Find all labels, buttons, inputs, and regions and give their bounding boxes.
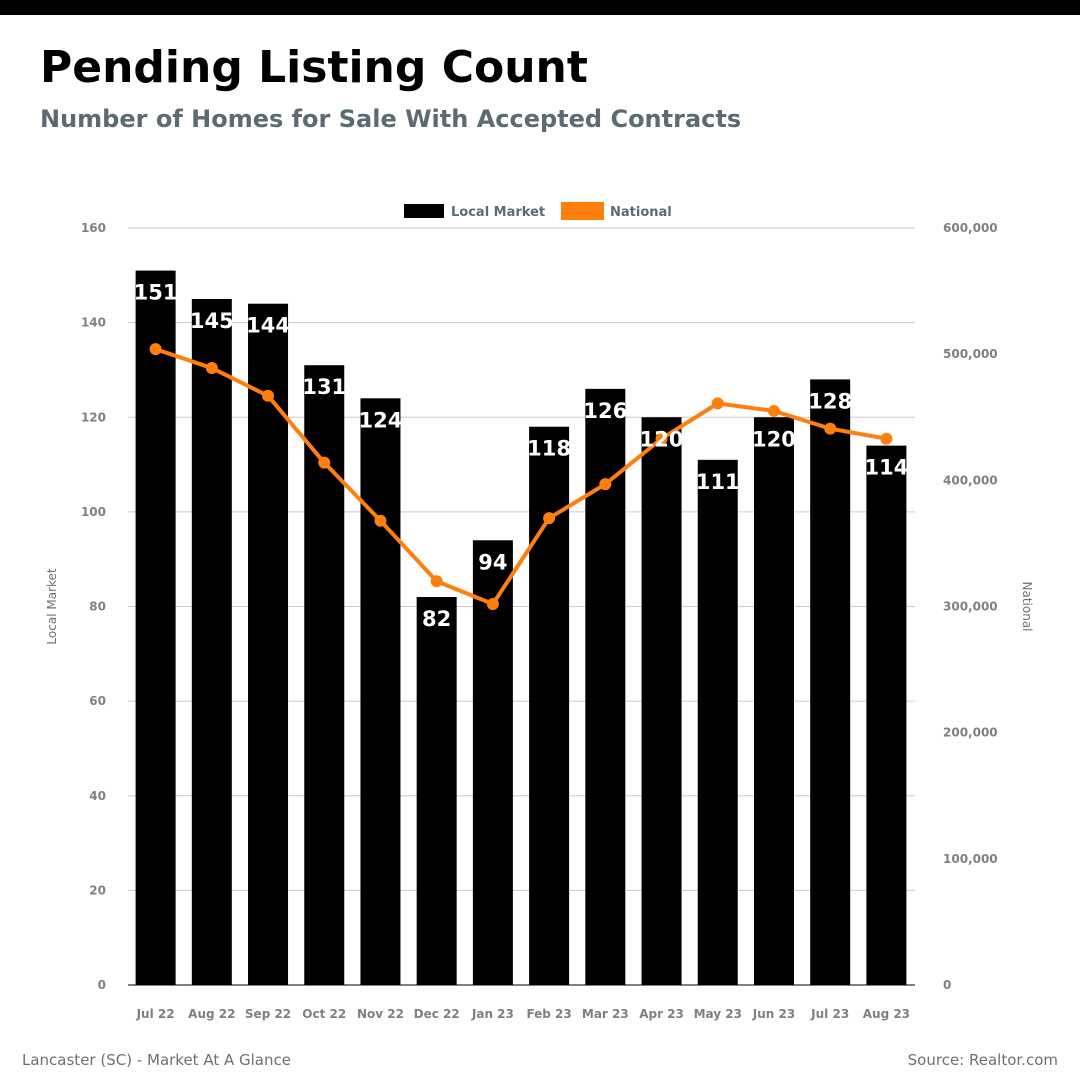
bar: [697, 459, 738, 985]
x-tick-label: May 23: [694, 1007, 742, 1021]
bar-value-label: 114: [864, 456, 908, 480]
y-tick-label-right: 500,000: [943, 347, 998, 361]
footer-source: Source: Realtor.com: [907, 1051, 1058, 1069]
national-point: [655, 432, 668, 445]
bar-value-label: 128: [808, 389, 852, 413]
x-tick-label: Jan 23: [471, 1007, 514, 1021]
y-tick-label-left: 80: [89, 600, 106, 614]
y-tick-label-left: 40: [89, 789, 106, 803]
bar-value-label: 124: [359, 408, 403, 432]
national-point: [205, 362, 218, 375]
national-point: [824, 422, 837, 435]
footer-market-label: Lancaster (SC) - Market At A Glance: [22, 1051, 291, 1069]
x-tick-label: Dec 22: [414, 1007, 460, 1021]
y-tick-label-right: 0: [943, 978, 951, 992]
x-tick-label: Feb 23: [526, 1007, 571, 1021]
y-tick-label-right: 300,000: [943, 600, 998, 614]
national-point: [149, 343, 162, 356]
bar: [360, 398, 401, 985]
y-tick-label-left: 120: [81, 410, 106, 424]
bar: [753, 417, 794, 985]
y-tick-label-right: 200,000: [943, 726, 998, 740]
national-point: [543, 512, 556, 525]
national-point: [374, 514, 387, 527]
y-tick-label-left: 20: [89, 883, 106, 897]
bar-value-label: 151: [134, 281, 178, 305]
x-tick-label: Aug 23: [863, 1007, 910, 1021]
legend-label-local: Local Market: [451, 205, 545, 220]
bar-value-label: 118: [527, 437, 571, 461]
y-tick-label-left: 140: [81, 316, 106, 330]
bar: [248, 303, 289, 985]
bar: [810, 379, 851, 985]
y-tick-label-right: 600,000: [943, 221, 998, 235]
bar: [135, 270, 176, 985]
y-tick-label-left: 100: [81, 505, 106, 519]
national-point: [711, 397, 724, 410]
x-tick-label: Aug 22: [188, 1007, 235, 1021]
national-point: [599, 478, 612, 491]
bar: [866, 445, 907, 985]
top-bar: [0, 0, 1080, 15]
y-tick-label-left: 160: [81, 221, 106, 235]
bar-value-label: 120: [752, 427, 796, 451]
x-tick-label: Nov 22: [357, 1007, 404, 1021]
x-tick-label: Apr 23: [639, 1007, 684, 1021]
x-tick-label: Jul 22: [136, 1007, 175, 1021]
bar-value-label: 131: [302, 375, 346, 399]
bar: [472, 540, 513, 985]
x-tick-label: Jun 23: [752, 1007, 795, 1021]
bar: [641, 417, 682, 985]
national-point: [318, 456, 331, 469]
national-point: [430, 575, 443, 588]
bar-value-label: 94: [478, 550, 507, 574]
y-axis-title-left: Local Market: [45, 568, 59, 644]
chart-subtitle: Number of Homes for Sale With Accepted C…: [40, 105, 742, 133]
y-tick-label-left: 60: [89, 694, 106, 708]
national-point: [486, 597, 499, 610]
national-line: [154, 347, 887, 606]
legend-label-national: National: [610, 205, 672, 220]
legend-swatch-local: [404, 204, 444, 218]
x-tick-label: Jul 23: [810, 1007, 849, 1021]
national-point: [880, 432, 893, 445]
chart-title: Pending Listing Count: [40, 42, 588, 93]
national-point: [262, 389, 275, 402]
bar-value-label: 120: [640, 427, 684, 451]
bar: [416, 597, 457, 985]
x-tick-label: Mar 23: [582, 1007, 629, 1021]
legend-swatch-national: [561, 202, 604, 220]
x-tick-label: Oct 22: [302, 1007, 346, 1021]
y-tick-label-right: 400,000: [943, 473, 998, 487]
bar-value-label: 126: [583, 399, 627, 423]
x-tick-label: Sep 22: [245, 1007, 291, 1021]
national-point: [767, 404, 780, 417]
y-axis-title-right: National: [1020, 581, 1034, 631]
bar-value-label: 144: [246, 314, 290, 338]
bar-value-label: 145: [190, 309, 234, 333]
bar: [191, 298, 232, 985]
bar-value-label: 111: [696, 470, 740, 494]
bar-value-label: 82: [422, 607, 451, 631]
y-tick-label-right: 100,000: [943, 852, 998, 866]
y-tick-label-left: 0: [98, 978, 106, 992]
